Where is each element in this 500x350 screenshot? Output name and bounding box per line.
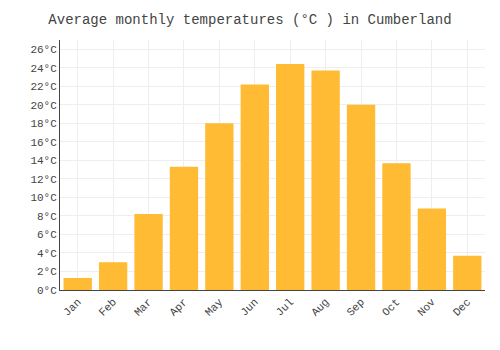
svg-text:24°C: 24°C [30, 63, 57, 75]
svg-text:Mar: Mar [132, 296, 154, 318]
svg-text:8°C: 8°C [37, 211, 57, 223]
svg-text:0°C: 0°C [37, 285, 57, 297]
svg-text:May: May [203, 296, 226, 319]
svg-text:2°C: 2°C [37, 266, 57, 278]
svg-text:22°C: 22°C [30, 81, 57, 93]
svg-text:14°C: 14°C [30, 155, 57, 167]
svg-text:16°C: 16°C [30, 137, 57, 149]
svg-text:Oct: Oct [380, 296, 402, 318]
svg-text:20°C: 20°C [30, 100, 57, 112]
svg-text:18°C: 18°C [30, 118, 57, 130]
svg-text:Jun: Jun [238, 296, 260, 318]
svg-text:Dec: Dec [451, 296, 473, 318]
svg-text:Jan: Jan [61, 296, 83, 318]
svg-text:10°C: 10°C [30, 192, 57, 204]
svg-text:Sep: Sep [345, 296, 367, 318]
svg-text:Apr: Apr [167, 296, 189, 318]
svg-text:4°C: 4°C [37, 248, 57, 260]
svg-text:26°C: 26°C [30, 44, 57, 56]
svg-text:Average monthly temperatures (: Average monthly temperatures (°C ) in Cu… [48, 12, 451, 28]
svg-text:Feb: Feb [97, 296, 119, 318]
svg-text:Jul: Jul [274, 296, 296, 318]
svg-text:Aug: Aug [309, 296, 331, 318]
svg-text:Nov: Nov [415, 296, 438, 319]
svg-text:12°C: 12°C [30, 174, 57, 186]
svg-text:6°C: 6°C [37, 229, 57, 241]
